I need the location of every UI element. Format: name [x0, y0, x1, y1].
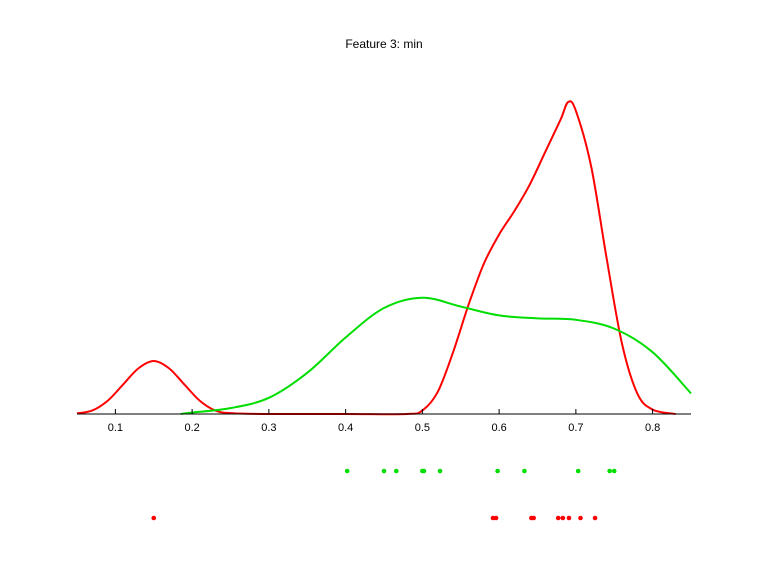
rug-point-series-2: [555, 515, 561, 521]
rug-point-series-2: [560, 515, 566, 521]
rug-point-series-1: [522, 468, 527, 474]
rug-point-series-1: [495, 468, 500, 474]
rug-point-series-2: [493, 515, 499, 521]
x-tick-label: 0.4: [338, 422, 353, 434]
rug-point-series-1: [607, 468, 612, 474]
rug-point-series-1: [421, 468, 427, 474]
x-tick-label: 0.1: [108, 422, 123, 434]
chart-title: Feature 3: min: [345, 37, 422, 51]
series-layer: [76, 100, 692, 416]
rug-point-series-1: [381, 468, 387, 474]
x-tick-label: 0.6: [491, 422, 506, 434]
density-curve-2: [180, 296, 692, 415]
rug-point-series-1: [344, 468, 350, 474]
rug-point-series-2: [592, 515, 598, 521]
x-tick-label: 0.8: [645, 422, 660, 434]
density-curve-1: [76, 100, 676, 416]
rug-point-series-2: [566, 515, 572, 521]
rug-point-series-1: [393, 468, 399, 474]
x-axis-ticks: 0.1 0.2 0.3 0.4 0.5 0.6 0.7 0.8: [108, 409, 660, 434]
x-tick-label: 0.5: [415, 422, 430, 434]
rug-point-series-2: [151, 515, 157, 521]
x-tick-label: 0.7: [568, 422, 583, 434]
rug-point-series-1: [437, 468, 443, 474]
rug-point-series-1: [611, 468, 617, 474]
x-tick-label: 0.3: [261, 422, 276, 434]
x-tick-label: 0.2: [184, 422, 199, 434]
rug-layer: [151, 468, 617, 521]
rug-point-series-1: [575, 468, 581, 474]
rug-point-series-2: [578, 515, 583, 521]
rug-point-series-2: [531, 515, 536, 521]
